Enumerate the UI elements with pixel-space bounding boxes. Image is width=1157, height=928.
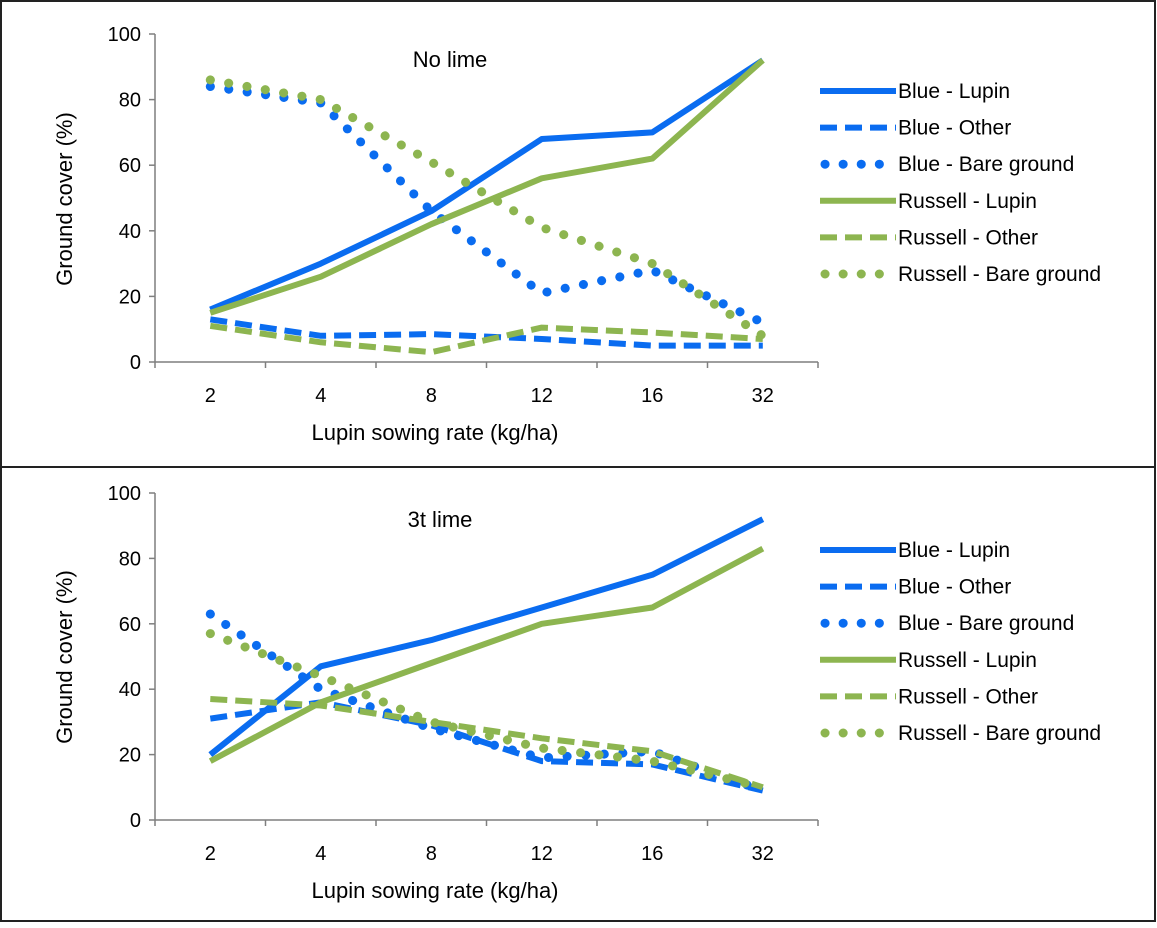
y-axis-title: Ground cover (%) xyxy=(52,570,77,744)
panel-title: 3t lime xyxy=(408,507,473,532)
series-line-blue-other xyxy=(209,699,764,794)
legend-label: Blue - Other xyxy=(898,576,1011,599)
y-tick-label: 80 xyxy=(119,90,141,112)
x-tick-label: 32 xyxy=(752,843,774,865)
y-tick-label: 80 xyxy=(119,548,141,570)
legend-label: Blue - Bare ground xyxy=(898,612,1074,635)
series-line-blue-lupin xyxy=(209,57,765,313)
plot-area xyxy=(205,516,768,796)
x-tick-label: 12 xyxy=(531,843,553,865)
panel-title: No lime xyxy=(413,47,488,72)
y-tick-label: 0 xyxy=(130,352,141,374)
plot-area xyxy=(205,57,768,356)
x-tick-label: 4 xyxy=(315,385,326,407)
legend-label: Russell - Other xyxy=(898,685,1038,708)
legend-label: Russell - Bare ground xyxy=(898,263,1101,286)
series-line-russell-lupin xyxy=(208,545,765,764)
x-tick-label: 12 xyxy=(531,385,553,407)
legend-label: Blue - Lupin xyxy=(898,539,1010,562)
y-tick-label: 60 xyxy=(119,614,141,636)
panel-no-lime: 0 20 40 60 80 100 2 4 8 12 16 32 No lime Lupin sowi… xyxy=(52,24,1101,445)
legend-label: Blue - Lupin xyxy=(898,80,1010,103)
x-tick-label: 2 xyxy=(205,843,216,865)
x-axis-title: Lupin sowing rate (kg/ha) xyxy=(311,420,558,445)
y-tick-label: 60 xyxy=(119,155,141,177)
series-line-russell-bare-ground xyxy=(205,75,768,341)
y-tick-label: 0 xyxy=(130,810,141,832)
y-tick-label: 20 xyxy=(119,286,141,308)
x-tick-label: 8 xyxy=(426,843,437,865)
series-line-russell-lupin xyxy=(209,57,765,316)
legend-label: Blue - Bare ground xyxy=(898,153,1074,176)
legend-label: Russell - Lupin xyxy=(898,190,1037,213)
x-tick-label: 4 xyxy=(315,843,326,865)
y-tick-label: 100 xyxy=(108,24,141,46)
y-tick-label: 100 xyxy=(108,483,141,505)
series-line-blue-bare-ground xyxy=(205,609,768,796)
axes: 0 20 40 60 80 100 2 4 8 12 16 32 xyxy=(108,24,819,407)
x-tick-label: 8 xyxy=(426,385,437,407)
legend: Blue - Lupin Blue - Other Blue - Bare grou… xyxy=(820,539,1101,745)
legend: Blue - Lupin Blue - Other Blue - Bare grou… xyxy=(820,80,1101,286)
x-tick-label: 16 xyxy=(641,385,663,407)
y-tick-label: 20 xyxy=(119,745,141,767)
legend-label: Blue - Other xyxy=(898,117,1011,140)
x-axis-title: Lupin sowing rate (kg/ha) xyxy=(311,878,558,903)
series-line-blue-other xyxy=(209,316,763,349)
x-tick-label: 16 xyxy=(641,843,663,865)
axes: 0 20 40 60 80 100 2 4 8 12 16 32 xyxy=(108,483,819,865)
legend-label: Russell - Lupin xyxy=(898,649,1037,672)
series-line-russell-other xyxy=(209,322,763,356)
series-line-russell-other xyxy=(210,696,764,791)
y-axis-title: Ground cover (%) xyxy=(52,112,77,286)
series-line-russell-bare-ground xyxy=(205,629,768,792)
x-tick-label: 32 xyxy=(752,385,774,407)
x-tick-label: 2 xyxy=(205,385,216,407)
y-tick-label: 40 xyxy=(119,679,141,701)
y-tick-label: 40 xyxy=(119,221,141,243)
legend-label: Russell - Bare ground xyxy=(898,722,1101,745)
panel-3t-lime: 0 20 40 60 80 100 2 4 8 12 16 32 3t lime Lupin sowi… xyxy=(52,483,1101,903)
legend-label: Russell - Other xyxy=(898,226,1038,249)
